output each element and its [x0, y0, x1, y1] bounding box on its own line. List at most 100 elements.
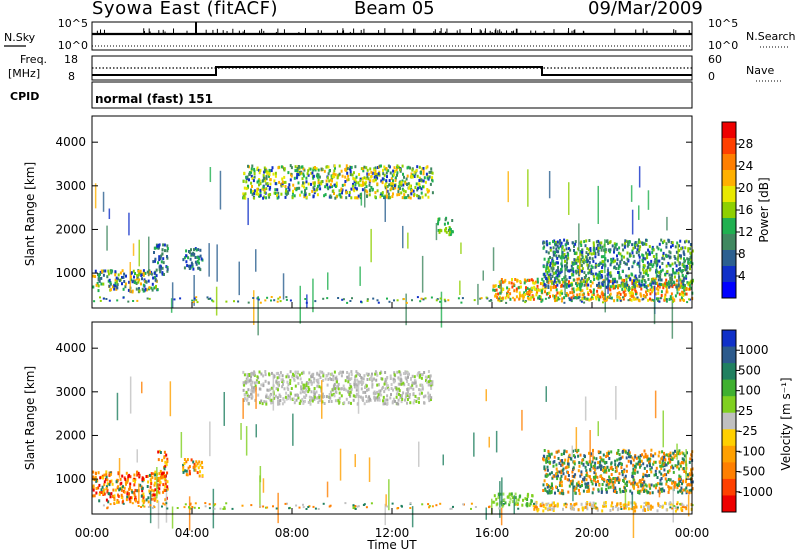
- data-cell: [595, 240, 598, 244]
- data-cell: [599, 276, 602, 280]
- data-cell: [429, 380, 432, 383]
- data-cell: [606, 465, 609, 469]
- data-streak: [216, 244, 218, 282]
- data-cell: [444, 228, 447, 232]
- data-cell: [613, 248, 616, 252]
- data-cell: [140, 282, 142, 286]
- data-cell: [573, 249, 575, 252]
- data-cell: [572, 273, 575, 277]
- data-cell: [355, 196, 358, 200]
- data-cell: [159, 475, 162, 479]
- data-cell: [611, 501, 614, 505]
- data-cell: [622, 297, 625, 301]
- data-cell: [567, 253, 570, 256]
- data-cell: [663, 257, 666, 261]
- data-cell: [416, 397, 419, 400]
- data-cell: [122, 485, 124, 489]
- data-cell: [242, 381, 245, 385]
- data-cell: [305, 195, 308, 199]
- data-cell: [323, 194, 326, 198]
- data-cell: [136, 489, 139, 493]
- data-cell: [351, 184, 354, 188]
- data-cell: [291, 375, 294, 379]
- data-cell: [364, 182, 367, 186]
- data-streak: [477, 283, 479, 305]
- data-cell: [406, 387, 409, 391]
- data-cell: [506, 286, 509, 290]
- data-cell: [244, 192, 247, 196]
- data-cell: [669, 451, 672, 455]
- data-cell: [560, 283, 563, 287]
- data-cell: [196, 471, 199, 475]
- data-cell: [387, 169, 390, 173]
- data-cell: [678, 474, 681, 478]
- data-cell: [690, 453, 693, 457]
- data-cell: [665, 300, 668, 303]
- data-cell: [366, 378, 369, 381]
- data-cell: [543, 449, 546, 452]
- data-cell: [512, 282, 515, 286]
- data-cell: [257, 192, 260, 196]
- data-cell: [653, 260, 656, 264]
- data-cell: [253, 169, 256, 173]
- data-cell: [661, 461, 664, 465]
- data-cell: [393, 170, 396, 173]
- data-cell: [650, 466, 653, 470]
- data-cell: [157, 243, 160, 247]
- data-cell: [649, 282, 652, 286]
- data-cell: [419, 171, 422, 175]
- data-cell: [396, 507, 399, 510]
- data-cell: [556, 274, 559, 277]
- data-cell: [267, 381, 270, 385]
- data-cell: [105, 487, 108, 490]
- data-cell: [631, 285, 634, 289]
- data-cell: [189, 502, 192, 505]
- data-cell: [162, 471, 165, 475]
- data-cell: [295, 169, 298, 173]
- data-cell: [130, 278, 133, 282]
- data-cell: [638, 247, 641, 251]
- data-cell: [685, 239, 688, 243]
- data-cell: [592, 252, 595, 256]
- data-cell: [326, 176, 329, 180]
- data-cell: [560, 268, 563, 272]
- data-cell: [139, 483, 142, 487]
- data-cell: [109, 281, 112, 284]
- data-cell: [638, 490, 641, 494]
- data-cell: [346, 167, 349, 170]
- data-cell: [333, 164, 336, 168]
- data-cell: [411, 374, 414, 378]
- data-cell: [610, 257, 613, 261]
- data-cell: [565, 255, 567, 258]
- data-cell: [297, 173, 300, 177]
- data-cell: [648, 250, 651, 254]
- data-cell: [131, 502, 134, 505]
- data-cell: [345, 190, 348, 194]
- data-cell: [351, 173, 354, 177]
- data-cell: [290, 174, 293, 178]
- data-cell: [276, 193, 278, 197]
- data-cell: [543, 275, 546, 279]
- data-cell: [266, 506, 269, 509]
- data-cell: [674, 245, 677, 249]
- data-cell: [342, 384, 345, 388]
- data-cell: [145, 475, 148, 478]
- data-cell: [264, 179, 267, 183]
- data-cell: [242, 179, 245, 183]
- data-cell: [308, 388, 310, 392]
- data-cell: [586, 278, 589, 282]
- data-cell: [544, 297, 547, 300]
- data-cell: [547, 502, 550, 505]
- data-cell: [582, 477, 585, 481]
- data-cell: [307, 182, 310, 186]
- data-cell: [380, 393, 383, 397]
- data-cell: [286, 386, 289, 390]
- data-cell: [132, 269, 135, 273]
- data-cell: [554, 271, 557, 275]
- data-cell: [595, 297, 598, 301]
- data-cell: [623, 507, 626, 509]
- data-cell: [683, 284, 686, 287]
- data-cell: [303, 195, 306, 199]
- data-cell: [421, 195, 424, 199]
- data-cell: [611, 480, 614, 484]
